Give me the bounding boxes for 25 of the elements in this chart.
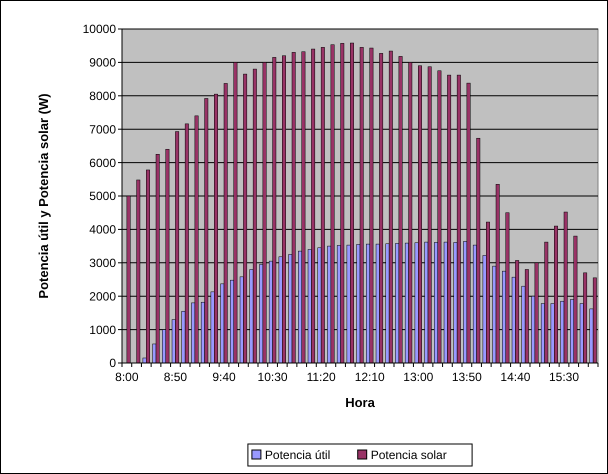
- x-tick-label: 12:10: [354, 370, 386, 384]
- x-tick-label: 8:50: [164, 370, 188, 384]
- y-tick-label: 10000: [82, 22, 116, 36]
- y-tick-label: 6000: [89, 156, 116, 170]
- y-tick-label: 8000: [89, 89, 116, 103]
- x-axis-title: Hora: [345, 395, 376, 410]
- y-tick-label: 0: [109, 356, 116, 370]
- x-tick-label: 15:30: [548, 370, 580, 384]
- x-tick-label: 11:20: [306, 370, 336, 384]
- y-tick-label: 1000: [89, 322, 116, 337]
- y-tick-label: 9000: [89, 56, 116, 70]
- y-tick-label: 7000: [89, 122, 116, 136]
- y-tick-label: 4000: [89, 222, 116, 237]
- y-tick-label: 5000: [89, 189, 116, 204]
- legend-label: Potencia solar: [370, 448, 447, 462]
- x-tick-label: 13:00: [403, 370, 434, 384]
- x-tick-label: 10:30: [258, 370, 288, 384]
- y-axis-title: Potencia útil y Potencia solar (W): [36, 93, 51, 299]
- y-tick-label: 3000: [89, 256, 116, 270]
- legend-label: Potencia útil: [264, 448, 330, 462]
- x-tick-label: 13:50: [452, 370, 482, 384]
- x-tick-label: 14:40: [500, 370, 531, 384]
- y-tick-label: 2000: [89, 289, 116, 304]
- x-tick-label: 8:00: [115, 370, 139, 384]
- x-tick-label: 9:40: [212, 370, 236, 384]
